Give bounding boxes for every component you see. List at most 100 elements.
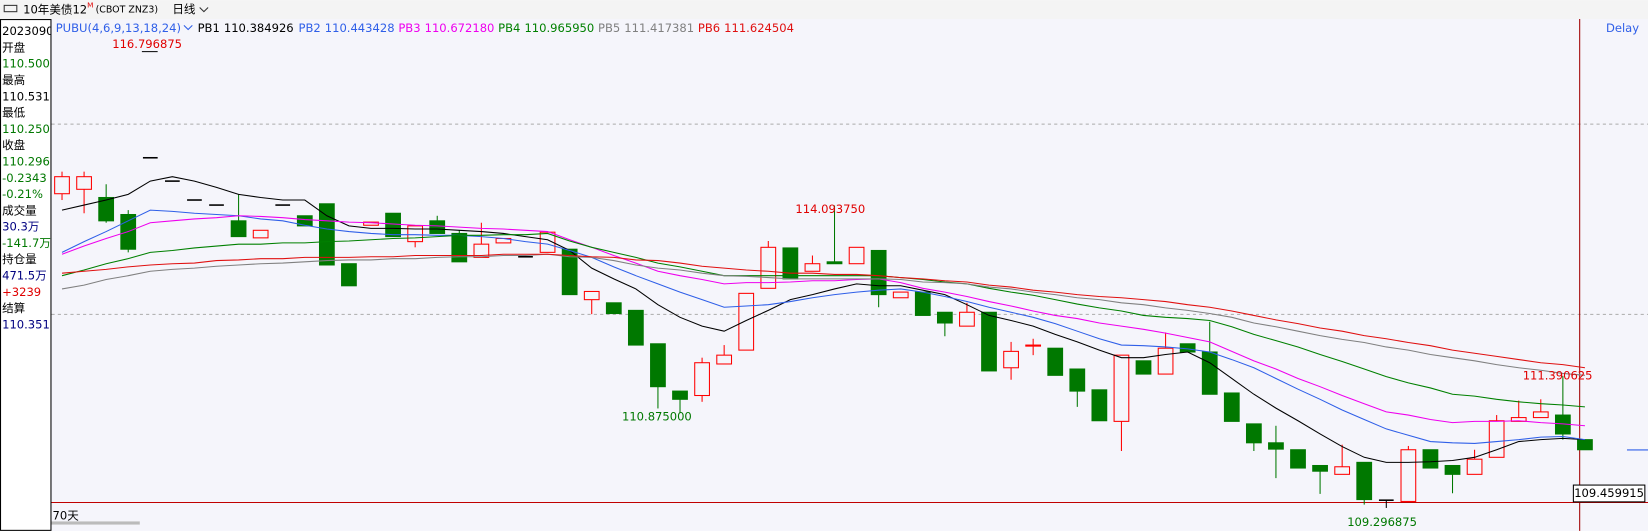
header-title: 10年美债12M (CBOT ZNZ3) [23, 0, 158, 16]
sidebar-item: 20230905 [2, 24, 61, 38]
candle-body [782, 247, 799, 280]
legend-value: 110.965950 [524, 21, 594, 35]
candle-body [672, 390, 688, 400]
indicator-line [61, 209, 1586, 444]
window-icon[interactable] [3, 4, 18, 13]
candle-body [1334, 466, 1351, 475]
sidebar-item: 471.5万 [2, 269, 47, 283]
sidebar-item: 110.2968 [2, 154, 57, 168]
candle-body [54, 176, 70, 195]
annotation: 109.296875 [1347, 515, 1417, 529]
annotation: 116.796875 [112, 37, 182, 51]
candle-body [1400, 449, 1417, 502]
annotation: 114.093750 [795, 202, 865, 216]
candle-body [716, 354, 733, 365]
indicator-chevron[interactable] [183, 24, 193, 31]
indicator-line [61, 253, 1585, 376]
candle-body [959, 311, 975, 327]
footer-label: 70天 [53, 509, 80, 523]
legend-value: 110.384926 [224, 21, 294, 35]
code: (CBOT ZNZ3) [96, 4, 158, 15]
plot [54, 156, 1593, 508]
candle-body [473, 243, 490, 258]
legend-name: PB3 [398, 21, 420, 35]
annotation: 110.875000 [622, 409, 692, 423]
title-bar [0, 0, 1648, 20]
candle-body [252, 229, 269, 239]
title-sup: M [87, 0, 93, 9]
candle-body [561, 248, 578, 296]
indicator-line [61, 176, 1585, 463]
candle-body [738, 292, 755, 351]
sidebar-item: 110.5312 [2, 89, 57, 103]
candle-body [1532, 411, 1549, 419]
candle-body [1025, 344, 1042, 347]
candle-body [1356, 461, 1373, 501]
candle-body [451, 232, 468, 263]
candle-body [407, 225, 424, 243]
candle-body [1466, 458, 1483, 475]
candle-body [1135, 360, 1152, 375]
last-price-box [1572, 484, 1646, 503]
candle-body [539, 231, 556, 253]
legend-name: PB4 [498, 21, 520, 35]
sidebar-item: 开盘 [2, 40, 26, 54]
sidebar-item: 持仓量 [2, 252, 37, 266]
candle-body [76, 176, 92, 190]
candle-body [605, 302, 622, 315]
candle-body [1422, 449, 1439, 469]
candle-body [1290, 449, 1306, 469]
scroll-bar[interactable] [51, 521, 140, 525]
candle-body [627, 309, 644, 346]
sidebar-item: 结算 [2, 301, 25, 315]
candle-body [98, 196, 115, 222]
candle-body [1245, 423, 1262, 444]
sidebar-item: -0.21% [2, 187, 43, 201]
sidebar-item: 30.3万 [2, 220, 39, 234]
legend-value: 111.417381 [624, 21, 694, 35]
legend-value: 110.672180 [425, 21, 495, 35]
candle-body [870, 249, 887, 296]
period[interactable]: 日线 [172, 2, 196, 16]
candle-body [1223, 392, 1240, 422]
candle-body [1510, 417, 1527, 422]
sidebar-item: 110.5000 [2, 57, 57, 71]
title: 10年美债12 [23, 2, 87, 16]
sidebar-box [0, 19, 52, 531]
legend-name: PB6 [698, 21, 720, 35]
sidebar-item: +3239 [2, 285, 41, 299]
candle-body [1201, 351, 1218, 395]
legend-name: PB5 [598, 21, 620, 35]
candle-body [892, 291, 909, 299]
candle-body [848, 246, 865, 265]
indicator[interactable]: PUBU(4,6,9,13,18,24) [56, 21, 181, 35]
sidebar-item: -141.7万 [2, 236, 51, 250]
candle-body [230, 220, 247, 238]
candle-body [318, 203, 335, 266]
sidebar-item: -0.2343 [2, 171, 47, 185]
candle-body [1444, 464, 1461, 475]
candle-body [650, 343, 666, 388]
candle-body [804, 263, 821, 272]
candle-body [1577, 439, 1593, 451]
legend-name: PB1 [198, 21, 220, 35]
legend-value: 111.624504 [724, 21, 794, 35]
candle-body [1091, 389, 1108, 422]
candle-body [1069, 368, 1086, 392]
annotation: 111.390625 [1523, 368, 1593, 382]
legend-name: PB2 [298, 21, 320, 35]
candle-body [694, 362, 710, 397]
period-chevron[interactable] [199, 7, 209, 13]
sidebar-item: 最高 [2, 73, 25, 87]
candle-body [981, 311, 997, 372]
candle-body [341, 263, 357, 287]
sidebar-item: 收盘 [2, 138, 26, 152]
candle-body [385, 212, 401, 238]
candle-body [1268, 442, 1284, 450]
candle-body [583, 290, 600, 301]
delay-label: Delay [1606, 21, 1639, 35]
candle-body [1047, 347, 1064, 376]
legend-value: 110.443428 [325, 21, 395, 35]
